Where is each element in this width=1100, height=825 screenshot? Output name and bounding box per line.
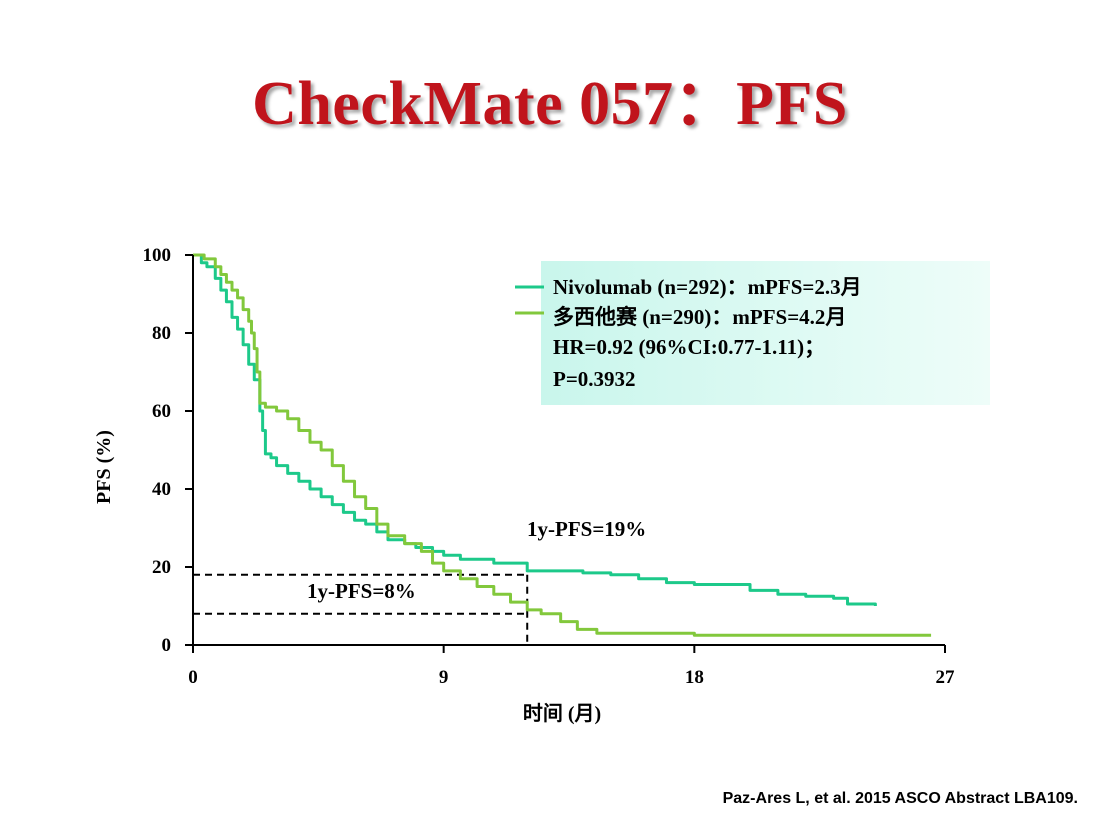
x-tick-label: 27 [936, 667, 956, 688]
annotation-docetaxel-1y: 1y-PFS=8% [307, 579, 416, 603]
reference-lines-layer [193, 573, 529, 645]
citation: Paz-Ares L, et al. 2015 ASCO Abstract LB… [722, 790, 1078, 807]
x-tick-label: 18 [685, 667, 704, 688]
x-tick-label: 0 [188, 667, 198, 688]
y-tick-label: 40 [152, 479, 171, 500]
legend-line-nivolumab: Nivolumab (n=292)：mPFS=2.3月 [553, 275, 862, 299]
y-axis-title: PFS (%) [93, 430, 115, 504]
legend-line-hr: HR=0.92 (96%CI:0.77-1.11)； [553, 335, 825, 359]
y-tick-label: 20 [152, 557, 171, 578]
slide-title: CheckMate 057：PFS [252, 70, 848, 138]
x-tick-label: 9 [439, 667, 449, 688]
legend-background [541, 261, 990, 405]
legend-line-p: P=0.3932 [553, 367, 636, 391]
series-line-docetaxel [193, 253, 932, 637]
y-tick-label: 60 [152, 401, 171, 422]
series-line-nivolumab [193, 253, 877, 606]
legend-line-docetaxel: 多西他赛 (n=290)：mPFS=4.2月 [553, 305, 846, 329]
series-layer [193, 253, 932, 637]
y-tick-label: 0 [162, 635, 172, 656]
y-tick-label: 80 [152, 323, 171, 344]
axes-layer: 0 20 40 60 80 100 0 9 18 27 [143, 245, 956, 688]
annotation-nivolumab-1y: 1y-PFS=19% [527, 517, 646, 541]
y-tick-label: 100 [143, 245, 172, 266]
x-axis-title: 时间 (月) [523, 702, 601, 725]
